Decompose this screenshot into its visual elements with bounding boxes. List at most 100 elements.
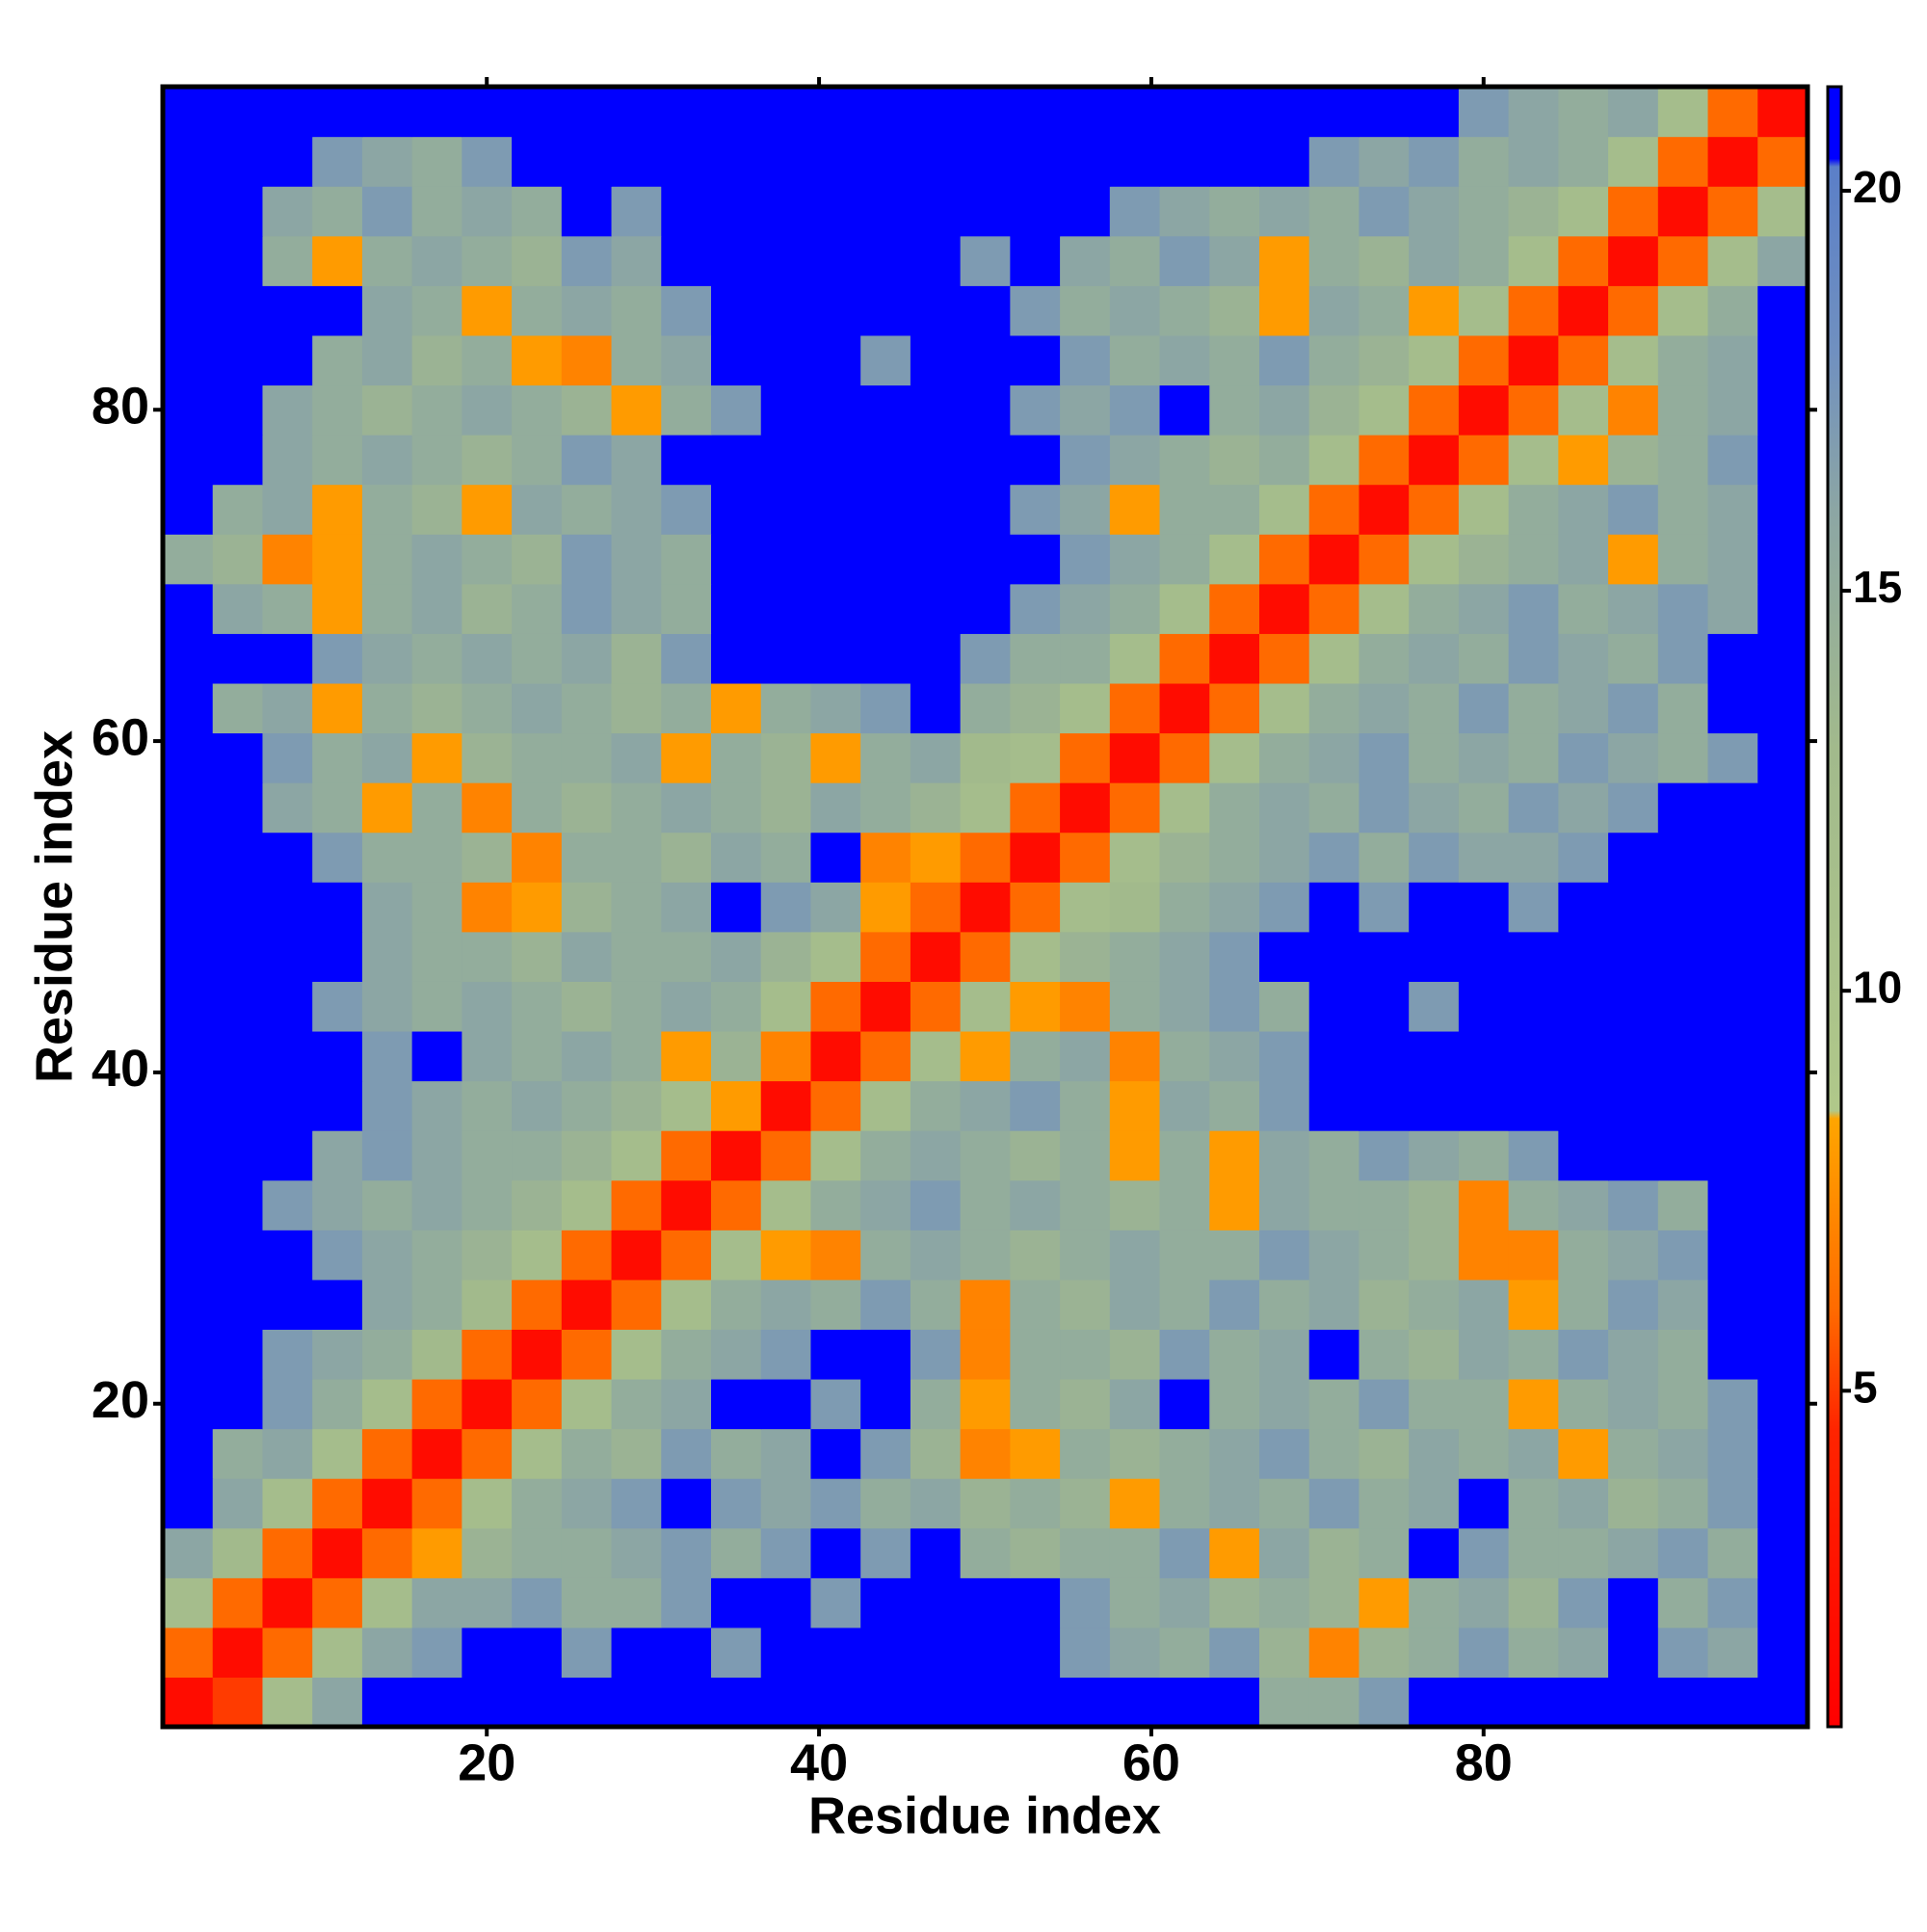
heatmap-cell [312,534,363,585]
heatmap-cell [163,832,214,883]
heatmap-cell [1409,136,1460,187]
heatmap-cell [1209,1627,1260,1679]
heatmap-cell [1209,682,1260,734]
heatmap-cell [810,1130,861,1181]
heatmap-cell [163,534,214,585]
heatmap-cell [960,87,1011,138]
heatmap-cell [1060,1329,1111,1380]
heatmap-cell [212,384,264,436]
heatmap-cell [1657,534,1709,585]
colorbar [1826,85,1843,1729]
heatmap-cell [1458,136,1510,187]
heatmap-cell [1159,186,1210,237]
heatmap-cell [1458,1329,1510,1380]
heatmap-cell [312,633,363,684]
heatmap-cell [960,1279,1011,1330]
heatmap-cell [1060,1527,1111,1578]
heatmap-cell [960,1428,1011,1479]
heatmap-cell [1109,981,1161,1032]
heatmap-cell [212,1627,264,1679]
heatmap-cell [212,1428,264,1479]
heatmap-cell [1558,1428,1609,1479]
heatmap-cell [1458,583,1510,634]
heatmap-cell [1757,782,1808,834]
heatmap-cell [1109,87,1161,138]
heatmap-cell [512,732,563,783]
heatmap-cell [561,435,613,486]
heatmap-cell [1458,832,1510,883]
heatmap-cell [1508,1577,1559,1628]
heatmap-cell [810,186,861,237]
heatmap-cell [1608,732,1659,783]
heatmap-cell [1010,1130,1061,1181]
heatmap-cell [1109,1179,1161,1231]
heatmap-cell [1209,583,1260,634]
heatmap-cell [860,186,911,237]
heatmap-cell [163,235,214,286]
heatmap-cell [1308,931,1360,982]
heatmap-cell [860,732,911,783]
heatmap-cell [1558,87,1609,138]
heatmap-cell [1308,1627,1360,1679]
heatmap-cell [1109,732,1161,783]
heatmap-cell [462,484,513,535]
heatmap-cell [910,1577,962,1628]
heatmap-cell [411,1179,462,1231]
heatmap-cell [910,235,962,286]
heatmap-cell [411,1230,462,1281]
heatmap-cell [512,235,563,286]
heatmap-cell [361,1577,413,1628]
heatmap-cell [661,583,712,634]
colorbar-tick-label: 5 [1853,1362,1878,1412]
heatmap-cell [1707,1527,1758,1578]
heatmap-cell [361,435,413,486]
heatmap-cell [1558,1230,1609,1281]
heatmap-cell [1508,1378,1559,1430]
heatmap-cell [1458,1378,1510,1430]
heatmap-cell [910,534,962,585]
heatmap-cell [1159,435,1210,486]
heatmap-cell [561,1080,613,1131]
heatmap-cell [760,931,812,982]
colorbar-tick-label: 15 [1853,562,1902,612]
heatmap-cell [1558,1577,1609,1628]
heatmap-cell [1010,435,1061,486]
heatmap-cell [1757,285,1808,336]
heatmap-cell [411,782,462,834]
heatmap-cell [1757,1577,1808,1628]
colorbar-tick-label: 20 [1853,162,1902,212]
heatmap-cell [1657,435,1709,486]
heatmap-cell [760,1478,812,1529]
heatmap-cell [910,435,962,486]
heatmap-cell [711,832,762,883]
heatmap-cell [361,384,413,436]
heatmap-cell [512,1279,563,1330]
heatmap-cell [1657,981,1709,1032]
heatmap-cell [860,534,911,585]
heatmap-cell [411,682,462,734]
heatmap-cell [1608,334,1659,386]
heatmap-cell [661,1080,712,1131]
heatmap-cell [1458,732,1510,783]
heatmap-cell [661,682,712,734]
heatmap-cell [262,1478,313,1529]
heatmap-cell [860,633,911,684]
heatmap-cell [561,832,613,883]
heatmap-cell [1359,583,1410,634]
heatmap-cell [212,334,264,386]
heatmap-cell [661,136,712,187]
heatmap-cell [1707,1279,1758,1330]
heatmap-cell [411,1627,462,1679]
heatmap-cell [960,732,1011,783]
heatmap-cell [312,931,363,982]
heatmap-cell [1707,1478,1758,1529]
heatmap-cell [1259,931,1310,982]
heatmap-cell [1259,1478,1310,1529]
heatmap-cell [212,1478,264,1529]
heatmap-cell [262,1279,313,1330]
heatmap-cell [810,534,861,585]
heatmap-cell [1508,633,1559,684]
heatmap-cell [960,882,1011,933]
heatmap-cell [1458,1428,1510,1479]
